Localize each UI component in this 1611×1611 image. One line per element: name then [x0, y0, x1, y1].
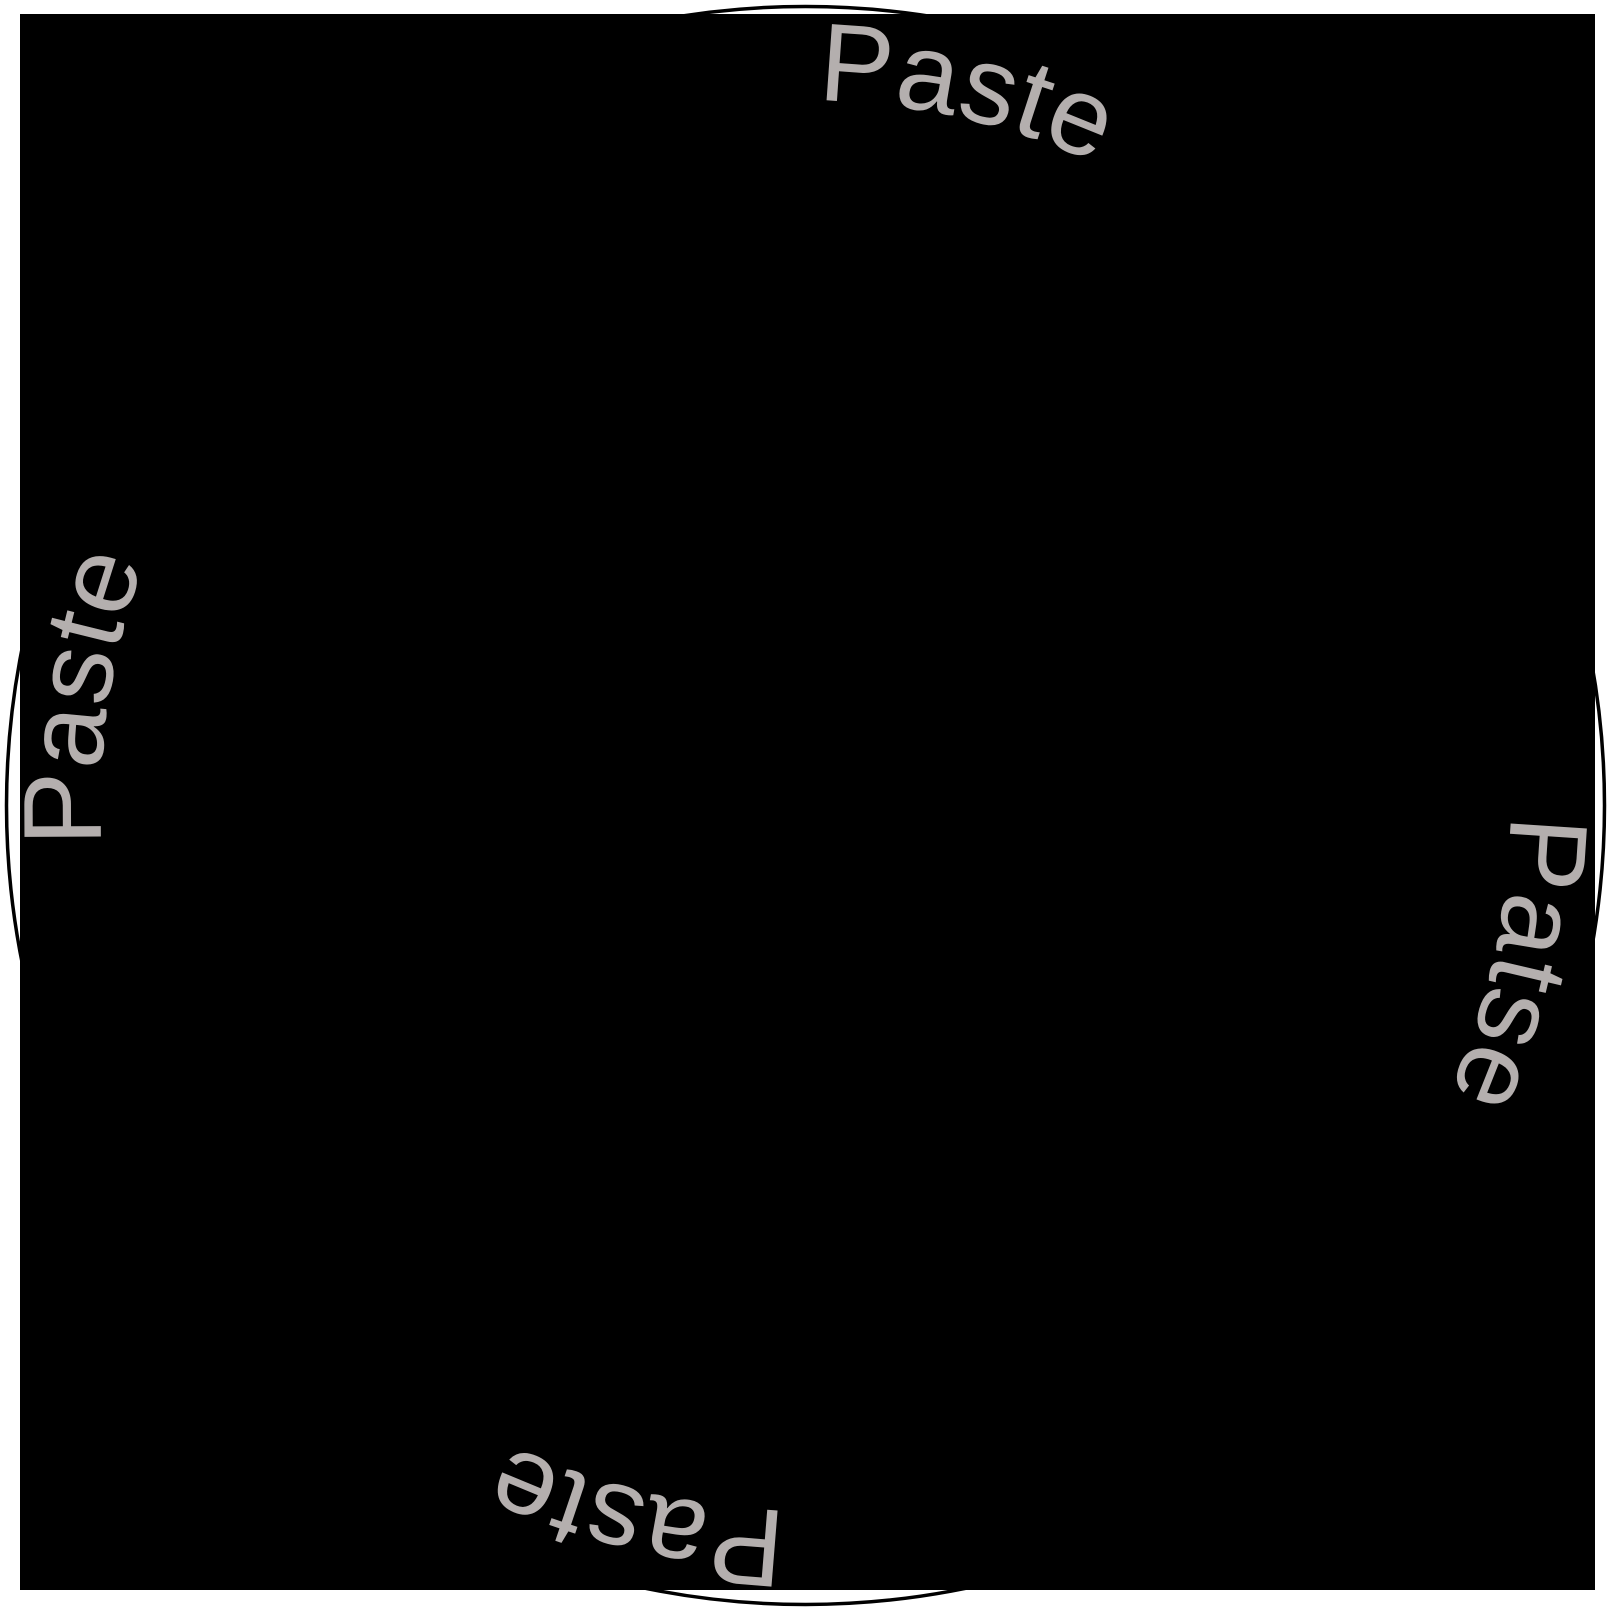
outer-circle-outline — [4, 4, 1607, 1607]
black-panel — [20, 14, 1595, 1590]
